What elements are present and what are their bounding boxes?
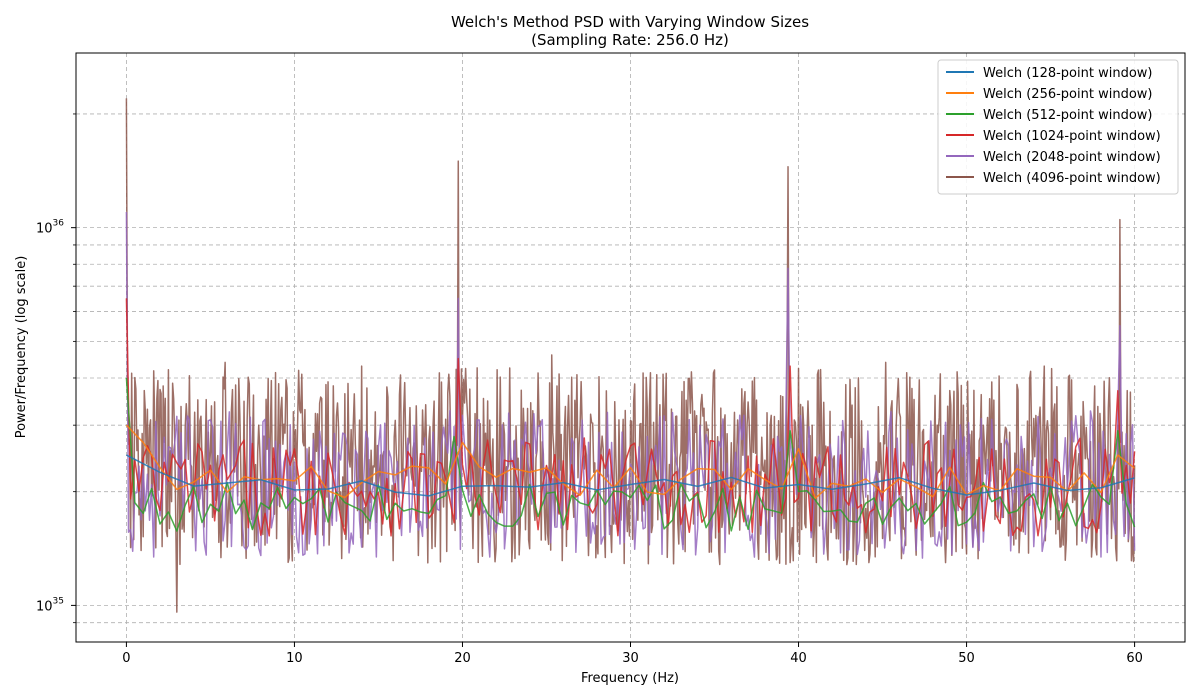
x-tick-label: 40 [790,651,807,666]
series-line-4 [125,298,1136,537]
legend-label: Welch (128-point window) [983,66,1152,81]
chart-title: Welch's Method PSD with Varying Window S… [451,13,809,31]
x-tick-label: 50 [958,651,975,666]
legend-label: Welch (2048-point window) [983,150,1161,165]
chart-subtitle: (Sampling Rate: 256.0 Hz) [531,31,729,49]
x-tick-label: 30 [622,651,639,666]
axis-ticks: 0 10 20 30 40 50 60 1035 1036 [36,113,1143,666]
y-axis-label: Power/Frequency (log scale) [14,256,29,439]
legend-label: Welch (512-point window) [983,108,1152,123]
series-line-6 [125,98,1136,613]
y-tick-label: 1036 [36,219,64,237]
legend-box [937,59,1179,195]
series-line-3 [125,377,1136,532]
x-axis-label: Frequency (Hz) [581,671,679,686]
x-tick-label: 10 [286,651,303,666]
series-line-5 [125,212,1136,559]
y-tick-label: 1035 [36,596,64,614]
series-line-1 [126,454,1135,497]
x-tick-label: 0 [122,651,130,666]
legend-label: Welch (1024-point window) [983,129,1161,144]
x-tick-label: 60 [1126,651,1143,666]
legend-label: Welch (256-point window) [983,87,1152,102]
legend: Welch (128-point window) Welch (256-point… [937,59,1179,195]
legend-label: Welch (4096-point window) [983,171,1161,186]
series-lines [125,98,1136,613]
x-tick-label: 20 [454,651,471,666]
